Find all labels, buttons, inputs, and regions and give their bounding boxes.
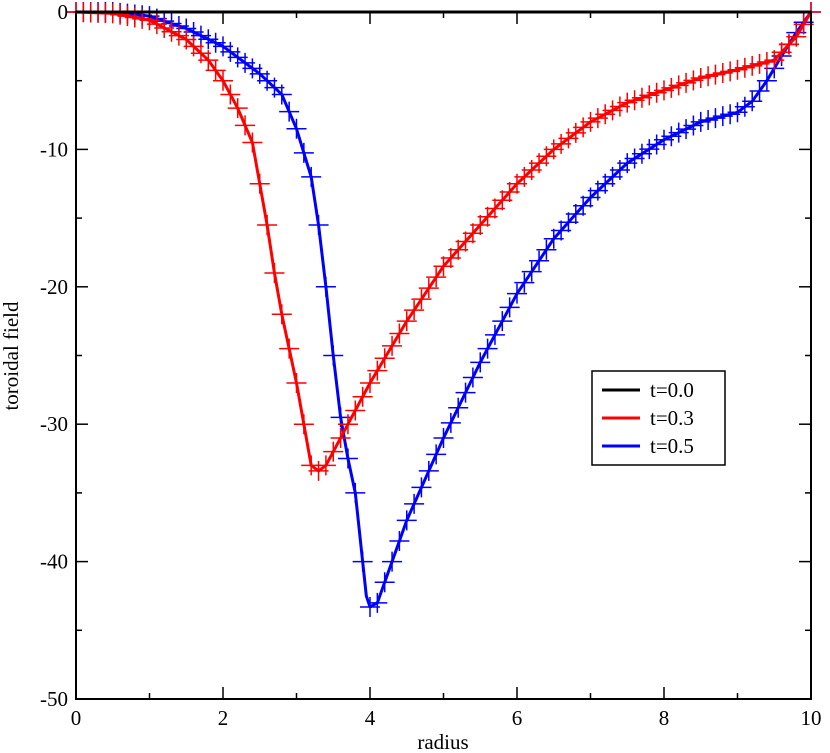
x-tick-label: 4 — [365, 706, 376, 730]
plus-marker — [499, 297, 520, 318]
plus-marker — [279, 338, 300, 359]
plus-marker — [227, 98, 248, 119]
plus-marker — [352, 551, 373, 572]
plus-marker — [382, 551, 403, 572]
plus-marker — [742, 91, 763, 112]
plus-marker — [507, 283, 527, 304]
plus-marker — [477, 338, 498, 359]
plus-marker — [337, 448, 358, 469]
plus-marker — [220, 84, 241, 105]
x-tick-label: 2 — [218, 706, 229, 730]
y-tick-label: -20 — [40, 275, 68, 299]
plus-marker — [404, 493, 425, 514]
plus-marker — [315, 455, 336, 476]
plus-marker — [345, 482, 366, 503]
plus-marker — [411, 289, 432, 310]
plus-marker — [411, 477, 432, 498]
plus-marker — [374, 348, 395, 369]
plus-marker — [323, 345, 344, 366]
plus-marker — [352, 386, 373, 407]
x-axis-title: radius — [417, 730, 468, 753]
plus-marker — [242, 132, 263, 153]
plus-marker — [433, 427, 454, 448]
y-tick-label: -40 — [40, 550, 68, 574]
plus-marker — [426, 267, 447, 288]
x-tick-label: 8 — [659, 706, 670, 730]
plus-marker — [308, 214, 329, 235]
plus-marker — [360, 372, 380, 393]
legend-label: t=0.5 — [650, 434, 694, 458]
plus-marker — [536, 239, 557, 260]
y-tick-label: -30 — [40, 412, 68, 436]
plus-marker — [286, 372, 307, 393]
plus-marker — [264, 263, 285, 284]
y-axis-title: toroidal field — [0, 301, 23, 411]
plus-marker — [440, 412, 461, 433]
plus-marker — [484, 324, 505, 345]
plus-marker — [389, 530, 410, 551]
plus-marker — [455, 382, 476, 403]
plus-marker — [374, 572, 395, 593]
plus-marker — [389, 323, 410, 344]
plus-marker — [396, 311, 417, 332]
plus-marker — [492, 311, 513, 332]
x-tick-label: 6 — [512, 706, 523, 730]
series-t=0.3 — [66, 2, 821, 481]
plus-marker — [448, 397, 469, 418]
plus-marker — [330, 427, 351, 448]
series-t=0.5 — [66, 2, 821, 617]
plus-marker — [337, 414, 358, 435]
y-tick-label: -10 — [40, 137, 68, 161]
tick-layer: 0 2 4 6 8 10 0 -10 -20 -30 -40 -50 — [40, 0, 822, 730]
plus-marker — [345, 400, 366, 421]
plus-marker — [249, 173, 270, 194]
y-tick-label: 0 — [58, 0, 69, 24]
plus-marker — [279, 101, 300, 122]
plus-marker — [367, 360, 388, 381]
legend-label: t=0.0 — [650, 378, 694, 402]
plus-marker — [756, 70, 777, 91]
series-layer — [66, 2, 821, 617]
plus-marker — [529, 250, 550, 271]
plus-marker — [323, 441, 344, 462]
plus-marker — [286, 118, 307, 139]
plus-marker — [418, 278, 439, 299]
plus-marker — [404, 300, 425, 321]
plus-marker — [470, 352, 491, 373]
plus-marker — [396, 510, 417, 531]
plus-marker — [271, 84, 292, 105]
plus-marker — [213, 70, 233, 91]
plus-marker — [235, 115, 256, 136]
plus-marker — [257, 214, 278, 235]
plus-marker — [521, 261, 542, 282]
plus-marker — [367, 592, 388, 613]
plus-marker — [462, 367, 483, 388]
x-tick-label: 10 — [801, 706, 822, 730]
x-tick-label: 0 — [71, 706, 82, 730]
plus-marker — [315, 276, 336, 297]
plus-marker — [749, 81, 770, 102]
plus-marker — [786, 26, 807, 47]
plus-marker — [271, 304, 292, 325]
plus-marker — [426, 444, 447, 465]
plus-marker — [514, 272, 535, 293]
legend-label: t=0.3 — [650, 406, 694, 430]
plus-marker — [301, 166, 322, 187]
y-tick-label: -50 — [40, 687, 68, 711]
plus-marker — [418, 460, 439, 481]
plus-marker — [382, 335, 403, 356]
plus-marker — [293, 414, 314, 435]
legend: t=0.0 t=0.3 t=0.5 — [591, 370, 726, 466]
plus-marker — [198, 50, 219, 71]
plus-marker — [205, 60, 226, 81]
series-line — [76, 10, 813, 609]
plus-marker — [293, 142, 314, 163]
